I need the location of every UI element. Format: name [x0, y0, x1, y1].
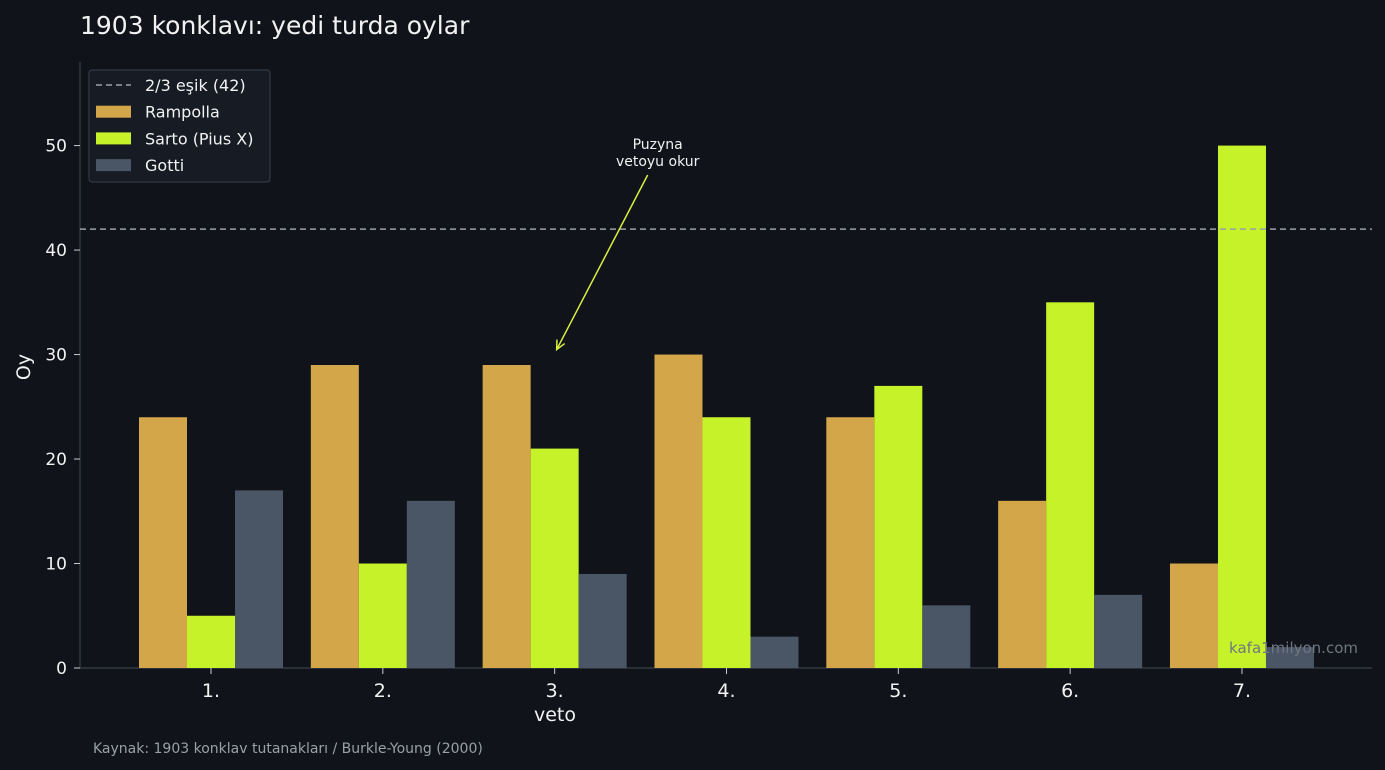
x-tick-label: 3.: [546, 680, 564, 702]
bar-rampolla-6: [998, 500, 1047, 668]
legend-label: Sarto (Pius X): [145, 129, 253, 148]
bar-gotti-6: [1094, 594, 1143, 668]
legend-label: Rampolla: [145, 103, 220, 122]
legend-swatch: [96, 159, 131, 172]
x-axis-label: veto: [534, 704, 576, 726]
legend-frame: [88, 69, 271, 183]
legend-label: Gotti: [145, 156, 184, 175]
bar-sarto-pius-x-7: [1217, 145, 1266, 669]
legend-swatch: [96, 132, 131, 145]
bar-gotti-2: [406, 500, 455, 668]
bar-sarto-pius-x-2: [358, 563, 407, 668]
bar-sarto-pius-x-1: [187, 615, 235, 668]
x-tick-label: 7.: [1233, 680, 1251, 702]
x-tick-label: 1.: [202, 680, 220, 702]
x-tick-label: 2.: [374, 680, 392, 702]
bar-sarto-pius-x-3: [530, 448, 579, 668]
y-tick-label: 30: [45, 346, 67, 366]
x-tick-label: 5.: [889, 680, 907, 702]
bar-gotti-1: [235, 490, 283, 668]
chart-title: 1903 konklavı: yedi turda oylar: [80, 11, 470, 40]
bar-rampolla-4: [654, 354, 703, 668]
legend: 2/3 eşik (42) Rampolla Sarto (Pius X) Gotti: [88, 69, 271, 183]
y-axis-label: Oy: [13, 354, 35, 380]
bar-gotti-5: [922, 605, 971, 668]
annotation-text: Puzyna: [633, 137, 683, 153]
bar-sarto-pius-x-6: [1046, 302, 1095, 668]
bar-gotti-7: [1265, 647, 1314, 668]
legend-label: 2/3 eşik (42): [145, 76, 246, 95]
annotation-text: vetoyu okur: [616, 154, 700, 170]
y-tick-label: 20: [45, 450, 67, 470]
legend-swatch: [96, 105, 131, 118]
x-tick-label: 4.: [717, 680, 735, 702]
source-note: Kaynak: 1903 konklav tutanakları / Burkl…: [93, 741, 483, 757]
bar-rampolla-3: [482, 365, 531, 668]
y-tick-label: 10: [45, 555, 67, 575]
bar-gotti-3: [578, 573, 627, 668]
x-tick-label: 6.: [1061, 680, 1079, 702]
bar-sarto-pius-x-4: [702, 417, 751, 668]
bar-sarto-pius-x-5: [874, 385, 923, 668]
bar-rampolla-2: [310, 365, 359, 668]
watermark: kafa1milyon.com: [1229, 639, 1358, 657]
annotation-arrow: [555, 174, 649, 350]
annotation-arrow-head: [555, 339, 566, 352]
y-tick-label: 50: [45, 137, 67, 157]
bar-rampolla-1: [139, 417, 187, 668]
y-tick-label: 40: [45, 241, 67, 261]
y-tick-label: 0: [56, 659, 67, 679]
bar-rampolla-5: [826, 417, 875, 668]
bar-rampolla-7: [1169, 563, 1218, 668]
bar-gotti-4: [750, 636, 799, 668]
